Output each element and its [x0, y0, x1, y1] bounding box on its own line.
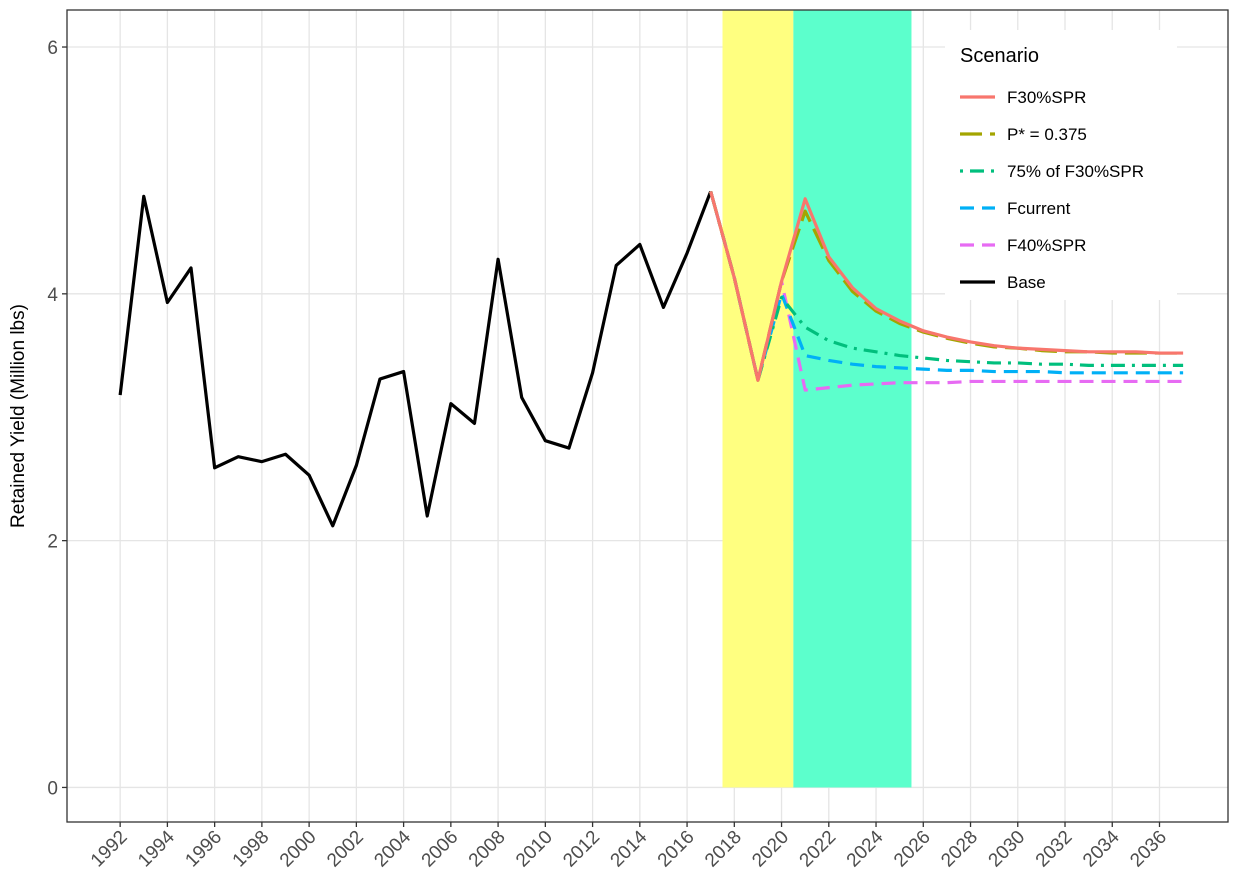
x-tick-label: 2026	[890, 827, 935, 872]
legend-label: 75% of F30%SPR	[1007, 162, 1144, 181]
x-tick-label: 2016	[654, 827, 699, 872]
x-tick-label: 2012	[559, 827, 604, 872]
x-tick-label: 1996	[181, 827, 226, 872]
legend-title: Scenario	[960, 45, 1039, 67]
series-line	[709, 190, 1184, 382]
series-line	[709, 190, 1184, 382]
x-tick-label: 2030	[985, 827, 1030, 872]
y-tick-label: 4	[47, 285, 58, 306]
shaded-region	[793, 10, 912, 788]
y-tick-label: 6	[47, 38, 58, 59]
legend-label: Fcurrent	[1007, 199, 1071, 218]
legend-label: F40%SPR	[1007, 236, 1086, 255]
x-tick-label: 2036	[1126, 827, 1171, 872]
x-tick-label: 2004	[370, 826, 415, 871]
x-tick-label: 1994	[134, 826, 179, 871]
series-line	[709, 190, 1184, 382]
x-tick-label: 2010	[512, 827, 557, 872]
legend-label: P* = 0.375	[1007, 125, 1087, 144]
x-tick-label: 2024	[843, 826, 888, 871]
plot-border	[66, 9, 1229, 823]
x-tick-label: 2008	[465, 827, 510, 872]
y-axis-label: Retained Yield (Million lbs)	[8, 304, 29, 528]
x-tick-label: 2020	[748, 827, 793, 872]
legend-label: Base	[1007, 273, 1046, 292]
legend-label: F30%SPR	[1007, 88, 1086, 107]
x-tick-label: 1998	[229, 827, 274, 872]
x-tick-label: 2022	[796, 827, 841, 872]
x-tick-label: 2014	[607, 826, 652, 871]
shaded-region	[722, 10, 794, 788]
series-line	[118, 190, 713, 528]
x-tick-label: 2034	[1079, 826, 1124, 871]
legend-box	[945, 30, 1177, 300]
x-tick-label: 2002	[323, 827, 368, 872]
y-tick-label: 2	[47, 532, 58, 553]
x-tick-label: 2018	[701, 827, 746, 872]
x-tick-label: 2028	[937, 827, 982, 872]
x-tick-label: 2006	[418, 827, 463, 872]
x-tick-label: 2000	[276, 827, 321, 872]
x-tick-label: 2032	[1032, 827, 1077, 872]
x-tick-label: 1992	[87, 827, 132, 872]
y-tick-label: 0	[47, 778, 58, 799]
